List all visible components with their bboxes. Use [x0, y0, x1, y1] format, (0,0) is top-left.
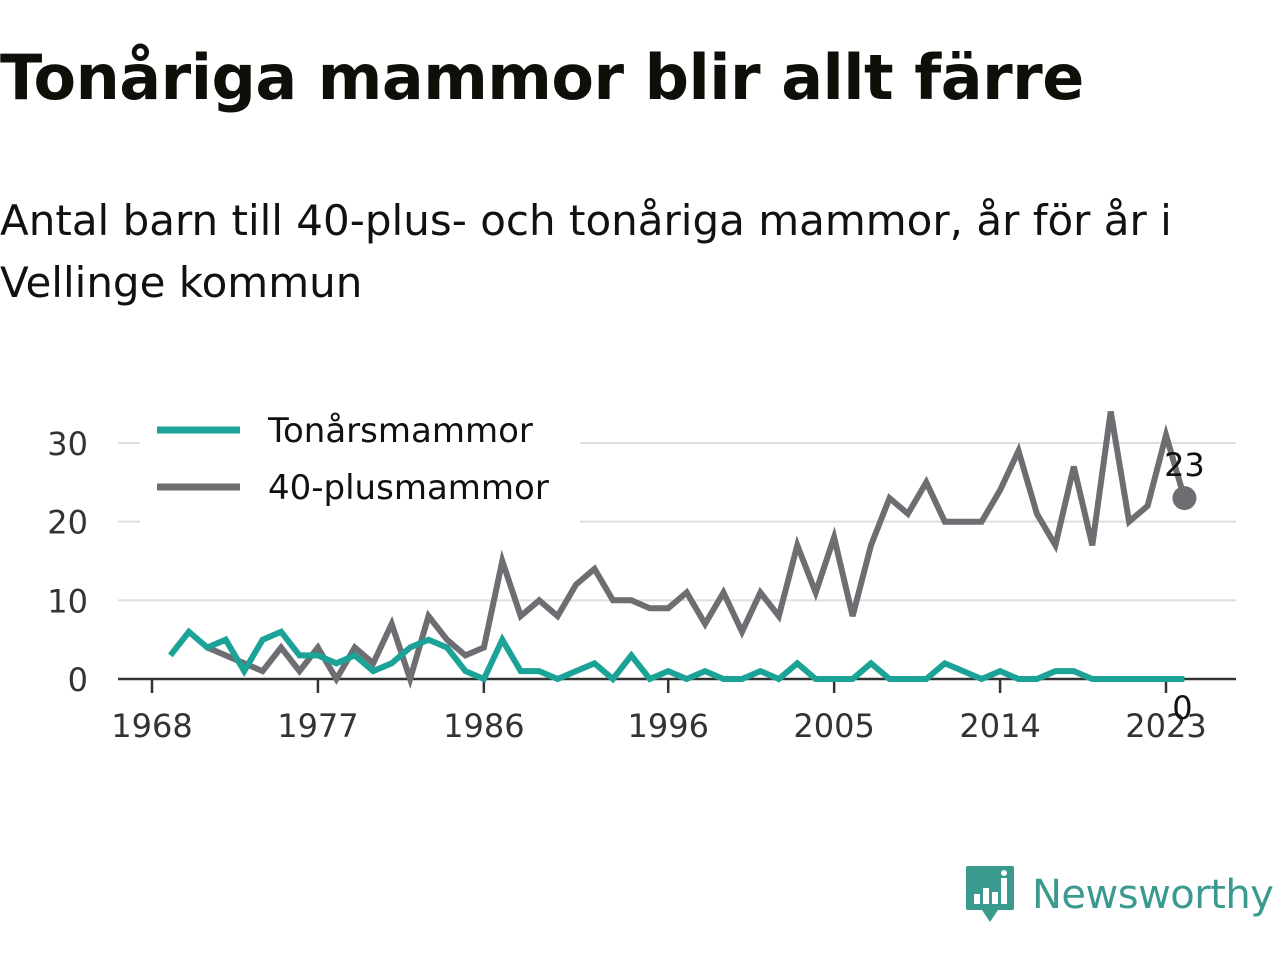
brand-name: Newsworthy — [1032, 872, 1274, 918]
x-tick-label-1977: 1977 — [277, 707, 358, 745]
line-chart: 0 10 20 30 1968 1977 1986 1996 2005 2014 2023 23 0 To… — [47, 405, 1236, 745]
x-tick-label-2014: 2014 — [959, 707, 1040, 745]
x-tick-label-1968: 1968 — [111, 707, 192, 745]
chart-title: Tonåriga mammor blir allt färre — [0, 41, 1084, 114]
y-tick-label-20: 20 — [47, 504, 88, 542]
end-label-series-0: 0 — [1172, 689, 1192, 727]
y-tick-label-30: 30 — [47, 425, 88, 463]
legend-label-1: 40-plusmammor — [268, 468, 549, 508]
end-marker-series-1 — [1172, 486, 1197, 511]
x-tick-label-2023: 2023 — [1125, 707, 1206, 745]
y-tick-label-0: 0 — [68, 661, 88, 699]
brand-logo: Newsworthy — [964, 864, 1274, 926]
series-line-1 — [206, 411, 1188, 690]
series-line-0 — [168, 627, 1185, 684]
legend-background — [140, 405, 580, 523]
newsworthy-logo-icon — [966, 866, 1014, 922]
end-label-series-1: 23 — [1164, 446, 1205, 484]
x-tick-label-1986: 1986 — [443, 707, 524, 745]
chart-subtitle: Antal barn till 40-plus- och tonåriga ma… — [0, 196, 1172, 307]
legend-label-0: Tonårsmammor — [267, 411, 533, 451]
x-tick-label-1996: 1996 — [627, 707, 708, 745]
x-tick-label-2005: 2005 — [793, 707, 874, 745]
y-tick-label-10: 10 — [47, 582, 88, 620]
